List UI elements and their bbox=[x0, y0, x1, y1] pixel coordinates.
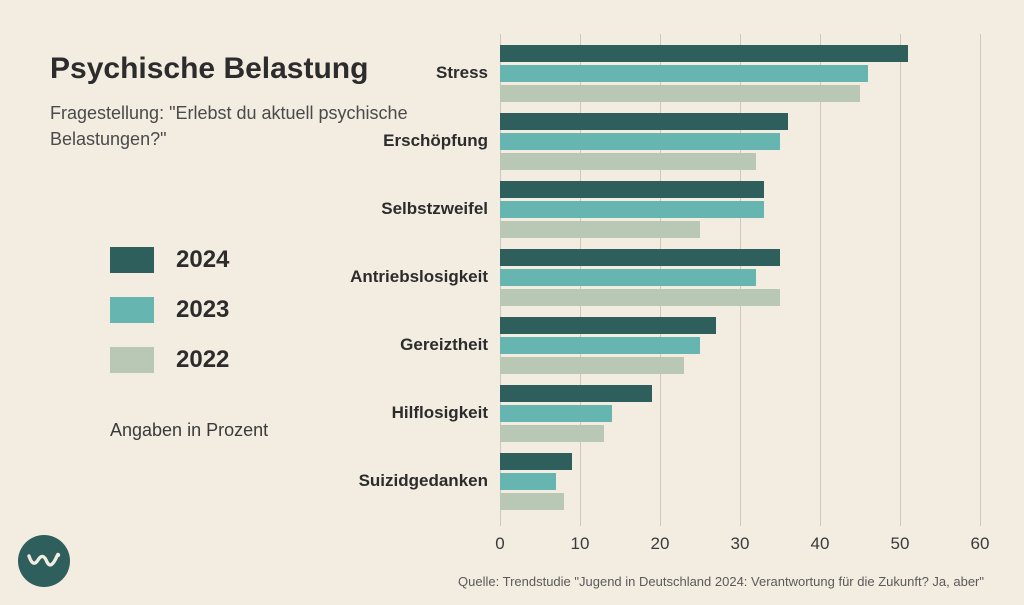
chart-title: Psychische Belastung bbox=[50, 52, 368, 86]
x-tick-label: 60 bbox=[971, 534, 990, 554]
legend-label: 2022 bbox=[176, 346, 229, 374]
bar bbox=[500, 337, 700, 354]
legend: 2024 2023 2022 bbox=[110, 246, 229, 396]
category-label: Suizidgedanken bbox=[359, 471, 488, 491]
category-label: Antriebslosigkeit bbox=[350, 267, 488, 287]
chart-plot-area: 0102030405060StressErschöpfungSelbstzwei… bbox=[500, 44, 980, 526]
legend-swatch bbox=[110, 297, 154, 323]
bar bbox=[500, 425, 604, 442]
category-label: Hilflosigkeit bbox=[392, 403, 488, 423]
x-tick-label: 40 bbox=[811, 534, 830, 554]
bar bbox=[500, 201, 764, 218]
bar bbox=[500, 289, 780, 306]
chart-subtitle: Fragestellung: "Erlebst du aktuell psych… bbox=[50, 100, 410, 152]
x-tick-label: 20 bbox=[651, 534, 670, 554]
legend-label: 2023 bbox=[176, 296, 229, 324]
bar bbox=[500, 249, 780, 266]
gridline bbox=[980, 34, 981, 526]
bar bbox=[500, 133, 780, 150]
source-note: Quelle: Trendstudie "Jugend in Deutschla… bbox=[458, 574, 984, 589]
bar bbox=[500, 473, 556, 490]
category-label: Stress bbox=[436, 63, 488, 83]
bar bbox=[500, 317, 716, 334]
legend-note: Angaben in Prozent bbox=[110, 420, 268, 441]
category-label: Selbstzweifel bbox=[381, 199, 488, 219]
brand-logo bbox=[18, 535, 70, 587]
bar bbox=[500, 45, 908, 62]
x-tick-label: 0 bbox=[495, 534, 504, 554]
gridline bbox=[900, 34, 901, 526]
bar bbox=[500, 385, 652, 402]
bar bbox=[500, 153, 756, 170]
bar bbox=[500, 65, 868, 82]
legend-item: 2022 bbox=[110, 346, 229, 374]
bar bbox=[500, 181, 764, 198]
category-label: Erschöpfung bbox=[383, 131, 488, 151]
brand-logo-icon bbox=[27, 550, 61, 572]
legend-swatch bbox=[110, 347, 154, 373]
category-label: Gereiztheit bbox=[400, 335, 488, 355]
legend-item: 2023 bbox=[110, 296, 229, 324]
chart-container: Psychische Belastung Fragestellung: "Erl… bbox=[0, 0, 1024, 605]
bar bbox=[500, 453, 572, 470]
legend-label: 2024 bbox=[176, 246, 229, 274]
bar bbox=[500, 113, 788, 130]
bar bbox=[500, 85, 860, 102]
x-tick-label: 50 bbox=[891, 534, 910, 554]
bar bbox=[500, 357, 684, 374]
bar bbox=[500, 269, 756, 286]
gridline bbox=[820, 34, 821, 526]
bar bbox=[500, 493, 564, 510]
x-tick-label: 30 bbox=[731, 534, 750, 554]
legend-swatch bbox=[110, 247, 154, 273]
bar bbox=[500, 405, 612, 422]
x-tick-label: 10 bbox=[571, 534, 590, 554]
bar bbox=[500, 221, 700, 238]
legend-item: 2024 bbox=[110, 246, 229, 274]
